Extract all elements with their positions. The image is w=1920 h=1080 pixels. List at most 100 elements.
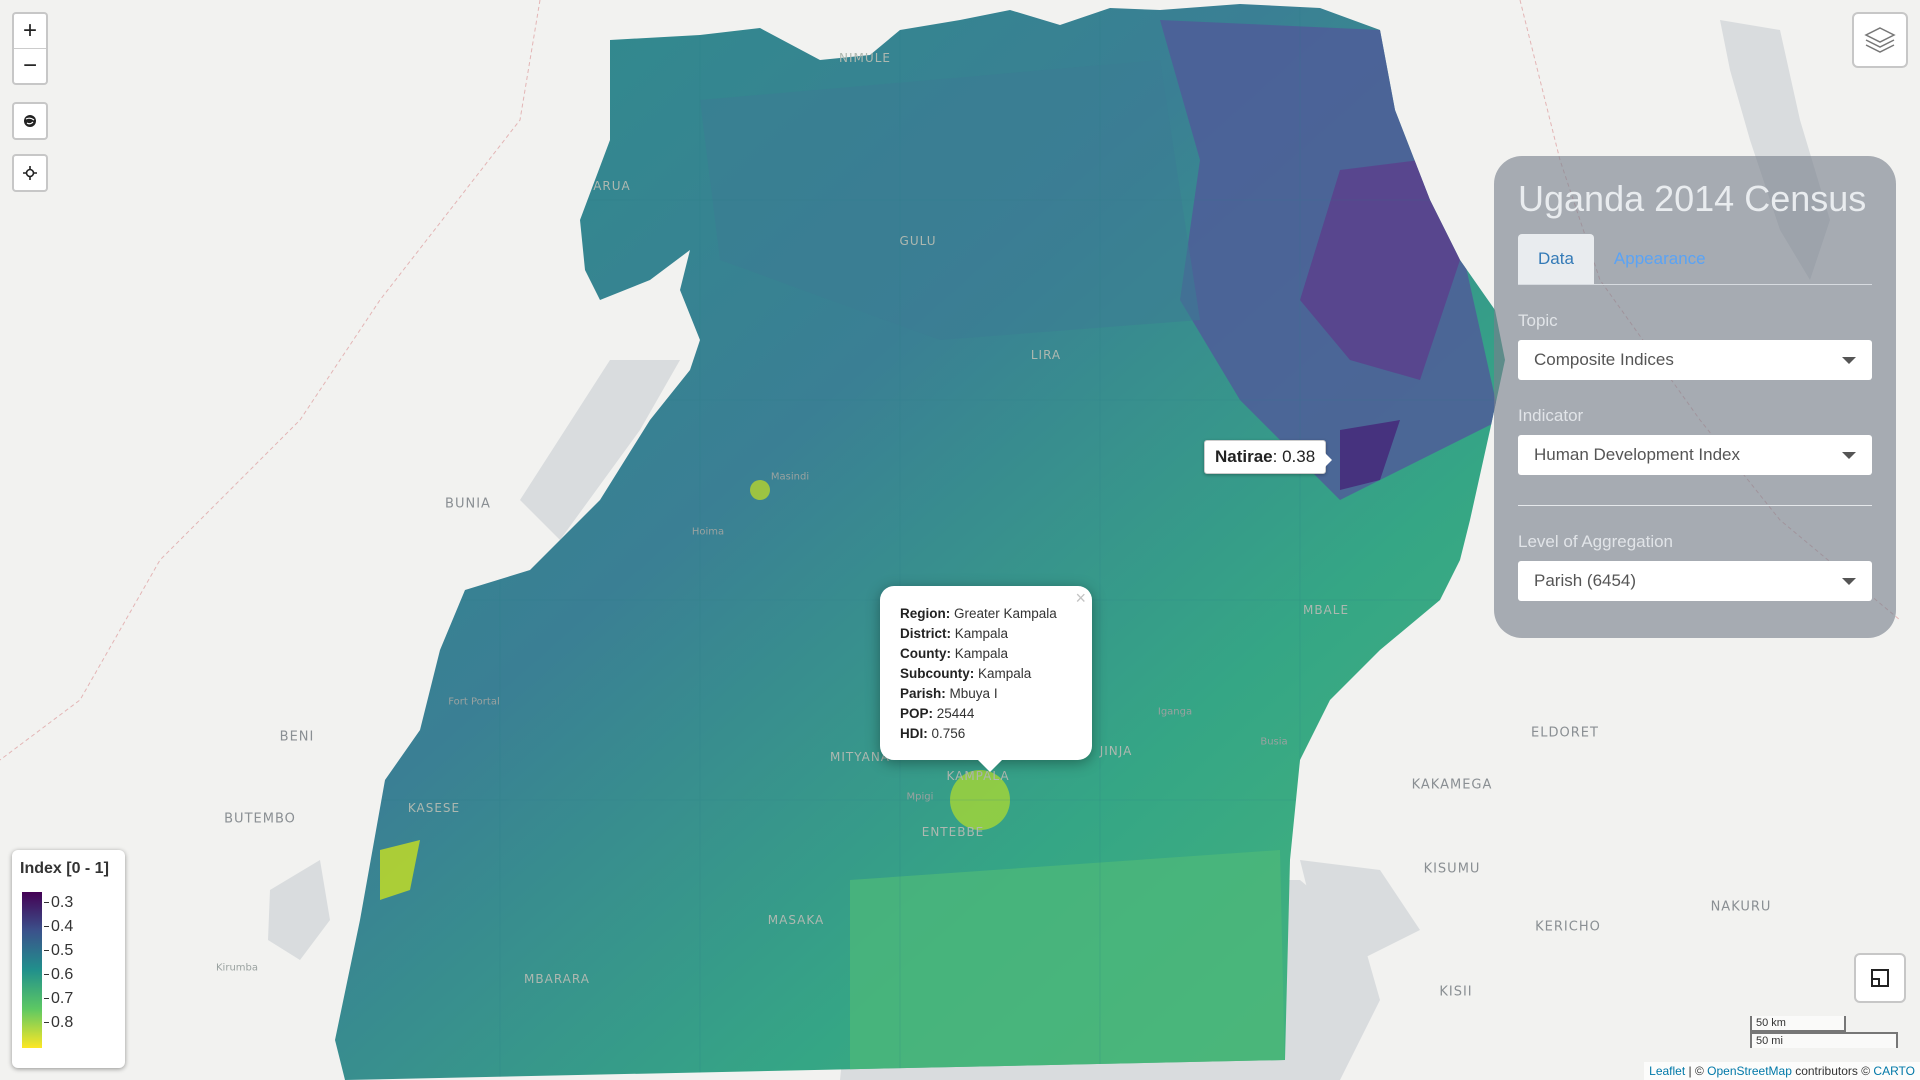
aggregation-label: Level of Aggregation [1518, 532, 1674, 551]
aggregation-select[interactable]: Parish (6454) [1518, 561, 1872, 601]
lake-victoria-islands [850, 850, 1285, 1080]
fullscreen-button[interactable] [1854, 953, 1906, 1003]
close-icon[interactable]: × [1075, 588, 1086, 608]
topic-value: Composite Indices [1534, 350, 1674, 369]
label-entebbe: ENTEBBE [921, 825, 985, 839]
scale-km: 50 km [1750, 1016, 1846, 1032]
scale-control: 50 km 50 mi [1750, 1016, 1898, 1048]
chevron-down-icon [1842, 577, 1856, 585]
lake-albert [520, 360, 680, 540]
label-bunia: BUNIA [445, 496, 491, 512]
label-kericho: KERICHO [1535, 919, 1601, 935]
label-gulu: GULU [899, 234, 937, 248]
zoom-out-button[interactable]: − [14, 48, 46, 83]
locate-control [12, 154, 48, 192]
tooltip-value: : 0.38 [1272, 447, 1316, 466]
layers-button[interactable] [1852, 12, 1908, 68]
legend-color-bar [22, 892, 42, 1048]
aggregation-value: Parish (6454) [1534, 571, 1637, 590]
chevron-down-icon [1842, 356, 1856, 364]
label-butembo: BUTEMBO [224, 811, 296, 827]
panel-divider [1518, 505, 1872, 506]
karamoja-dark [1300, 160, 1460, 380]
legend-tick: 0.7 [44, 990, 73, 1008]
scale-mi: 50 mi [1750, 1032, 1898, 1048]
attribution-sep: | © [1685, 1064, 1708, 1078]
label-kisumu: KISUMU [1423, 861, 1481, 877]
legend-title: Index [0 - 1] [20, 860, 109, 877]
label-kakamega: KAKAMEGA [1411, 777, 1493, 793]
topic-select[interactable]: Composite Indices [1518, 340, 1872, 380]
sw-hotspot [380, 840, 420, 900]
label-masindi: Masindi [770, 471, 810, 483]
label-fort-portal: Fort Portal [448, 696, 500, 708]
label-jinja: JINJA [1099, 744, 1133, 758]
kyoga-region-water [1300, 860, 1420, 960]
globe-button[interactable] [14, 104, 46, 138]
tab-data[interactable]: Data [1518, 234, 1594, 284]
globe-control [12, 102, 48, 140]
label-hoima: Hoima [691, 526, 725, 538]
label-beni: BENI [279, 729, 315, 745]
popup-row-pop: POP: 25444 [900, 706, 975, 721]
chevron-down-icon [1842, 451, 1856, 459]
popup-row-hdi: HDI: 0.756 [900, 726, 966, 741]
label-nimule: NIMULE [839, 51, 891, 65]
map-legend: Index [0 - 1] 0.3 0.4 0.5 0.6 0.7 0.8 [12, 850, 125, 1068]
hover-tooltip: Natirae: 0.38 [1204, 440, 1333, 474]
locate-button[interactable] [14, 156, 46, 190]
label-kisii: KISII [1439, 984, 1473, 1000]
label-kirumba: Kirumba [215, 962, 259, 974]
carto-link[interactable]: CARTO [1873, 1064, 1915, 1078]
layers-icon [1864, 27, 1896, 53]
legend-tick: 0.8 [44, 1014, 73, 1032]
legend-tick: 0.6 [44, 966, 73, 984]
fullscreen-icon [1871, 969, 1889, 987]
label-masaka: MASAKA [767, 913, 825, 927]
zoom-control: + − [12, 12, 48, 85]
indicator-label: Indicator [1518, 406, 1584, 425]
topic-label: Topic [1518, 311, 1558, 330]
locate-icon [23, 166, 37, 180]
indicator-select[interactable]: Human Development Index [1518, 435, 1872, 475]
attribution: Leaflet | © OpenStreetMap contributors ©… [1644, 1062, 1920, 1080]
masindi-hotspot [750, 480, 770, 500]
legend-tick: 0.4 [44, 918, 73, 936]
popup-row-parish: Parish: Mbuya I [900, 686, 998, 701]
zoom-in-button[interactable]: + [22, 17, 37, 44]
popup-row-district: District: Kampala [900, 626, 1009, 641]
legend-tick: 0.3 [44, 894, 73, 912]
panel-tabs: Data Appearance [1518, 234, 1872, 285]
label-busia: Busia [1260, 736, 1288, 748]
label-mityana: MITYANA [829, 750, 891, 764]
label-lira: LIRA [1030, 348, 1062, 362]
popup-row-subcounty: Subcounty: Kampala [900, 666, 1032, 681]
indicator-value: Human Development Index [1534, 445, 1741, 464]
kampala-hotspot [950, 770, 1010, 830]
popup-row-region: Region: Greater Kampala [900, 606, 1057, 621]
label-kampala: KAMPALA [946, 769, 1010, 783]
label-mbarara: MBARARA [524, 972, 590, 986]
leaflet-link[interactable]: Leaflet [1649, 1064, 1686, 1078]
lake-edward [268, 860, 330, 960]
natirae-parish [1340, 420, 1400, 490]
osm-link[interactable]: OpenStreetMap [1707, 1064, 1792, 1078]
label-eldoret: ELDORET [1531, 725, 1599, 741]
popup-row-county: County: Kampala [900, 646, 1009, 661]
label-mpigi: Mpigi [906, 791, 934, 803]
globe-icon [24, 115, 36, 127]
parish-popup: × Region: Greater Kampala District: Kamp… [880, 586, 1092, 772]
legend-tick: 0.5 [44, 942, 73, 960]
tab-appearance[interactable]: Appearance [1613, 249, 1706, 268]
label-mbale: MBALE [1302, 603, 1350, 617]
label-arua: ARUA [593, 179, 631, 193]
panel-title: Uganda 2014 Census [1518, 178, 1867, 219]
attribution-sep: contributors © [1791, 1064, 1874, 1078]
label-iganga: Iganga [1157, 706, 1193, 718]
label-kasese: KASESE [407, 801, 461, 815]
label-nakuru: NAKURU [1710, 899, 1772, 915]
northern-region [700, 60, 1200, 340]
control-panel: Uganda 2014 Census Data Appearance Topic… [1494, 156, 1896, 638]
tooltip-name: Natirae [1215, 447, 1273, 466]
